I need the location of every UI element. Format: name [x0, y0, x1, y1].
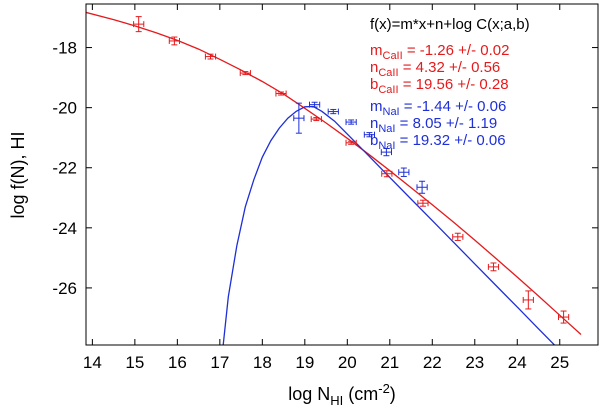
fit-param-subscript: CaII — [383, 50, 403, 62]
fit-param-b-caii: bCaII = 19.56 +/- 0.28 — [370, 76, 509, 96]
x-tick-label: 15 — [125, 353, 144, 372]
data-point-nai — [380, 148, 393, 157]
fit-param-subscript: CaII — [378, 67, 398, 79]
fit-param-symbol: b — [370, 76, 378, 93]
data-point-caii — [239, 70, 251, 77]
fit-param-symbol: m — [370, 98, 383, 115]
data-point-nai — [308, 101, 321, 108]
x-tick-label: 22 — [423, 353, 442, 372]
fit-param-value: = -1.26 +/- 0.02 — [403, 42, 510, 59]
fit-curve-caii — [86, 11, 582, 335]
data-point-caii — [204, 53, 217, 60]
fit-param-b-nai: bNaI = 19.32 +/- 0.06 — [370, 132, 506, 152]
x-tick-label: 14 — [83, 353, 102, 372]
y-tick-label: -22 — [52, 159, 77, 178]
y-tick-label: -26 — [52, 279, 77, 298]
data-point-caii — [275, 90, 287, 97]
x-tick-label: 20 — [338, 353, 357, 372]
fit-param-symbol: n — [370, 59, 378, 76]
x-tick-label: 23 — [465, 353, 484, 372]
data-point-caii — [381, 170, 393, 178]
x-axis-label-sub: HI — [330, 393, 343, 408]
x-tick-label: 18 — [253, 353, 272, 372]
x-tick-label: 19 — [295, 353, 314, 372]
x-axis-label-main: log N — [288, 384, 330, 404]
fit-param-subscript: CaII — [378, 84, 398, 96]
x-tick-label: 16 — [168, 353, 187, 372]
data-point-nai — [416, 180, 428, 194]
x-axis-label: log NHI (cm-2) — [288, 381, 396, 408]
data-point-caii — [557, 310, 570, 324]
y-tick-label: -24 — [52, 219, 77, 238]
fit-param-subscript: NaI — [378, 123, 395, 135]
x-axis-label-unit-sup: -2 — [378, 381, 390, 396]
x-axis-label-unit-post: ) — [390, 384, 396, 404]
data-point-nai — [293, 102, 305, 134]
data-point-caii — [310, 116, 322, 123]
x-tick-label: 17 — [210, 353, 229, 372]
data-point-caii — [417, 199, 429, 207]
fit-param-value: = 19.32 +/- 0.06 — [395, 132, 505, 149]
y-tick-label: -18 — [52, 39, 77, 58]
data-point-caii — [168, 36, 180, 46]
fit-param-value: = 19.56 +/- 0.28 — [399, 76, 509, 93]
fit-param-value: = 4.32 +/- 0.56 — [399, 59, 501, 76]
data-point-nai — [363, 131, 376, 138]
data-point-nai — [398, 167, 410, 177]
x-axis-label-unit-pre: (cm — [343, 384, 378, 404]
fit-curve-nai — [222, 105, 556, 345]
fit-param-n-caii: nCaII = 4.32 +/- 0.56 — [370, 59, 500, 79]
fit-param-value: = 8.05 +/- 1.19 — [395, 115, 497, 132]
plot-frame — [85, 3, 599, 346]
data-point-caii — [452, 232, 464, 241]
fit-param-m-nai: mNaI = -1.44 +/- 0.06 — [370, 98, 506, 118]
data-point-nai — [345, 119, 357, 126]
fit-param-subscript: NaI — [383, 106, 400, 118]
fit-param-m-caii: mCaII = -1.26 +/- 0.02 — [370, 42, 509, 62]
data-point-nai — [327, 108, 339, 115]
fit-param-symbol: b — [370, 132, 378, 149]
y-tick-label: -20 — [52, 99, 77, 118]
fit-param-subscript: NaI — [378, 140, 395, 152]
x-tick-label: 25 — [550, 353, 569, 372]
fit-param-n-nai: nNaI = 8.05 +/- 1.19 — [370, 115, 497, 135]
fit-param-symbol: n — [370, 115, 378, 132]
axis-ticks: 14 15 16 17 18 19 20 21 22 23 24 25 -18 -20 -22 -24 -26 — [52, 4, 598, 372]
x-tick-label: 24 — [508, 353, 527, 372]
y-axis-label: log f(N), HI — [8, 131, 28, 218]
fit-param-value: = -1.44 +/- 0.06 — [400, 98, 507, 115]
data-point-caii — [133, 16, 145, 33]
fit-curves — [86, 11, 582, 345]
data-point-caii — [522, 290, 534, 310]
fit-formula: f(x)=m*x+n+log C(x;a,b) — [370, 16, 530, 33]
data-point-caii — [487, 262, 500, 272]
data-points — [133, 16, 570, 324]
x-tick-label: 21 — [380, 353, 399, 372]
data-point-caii — [345, 139, 357, 146]
fit-param-symbol: m — [370, 42, 383, 59]
